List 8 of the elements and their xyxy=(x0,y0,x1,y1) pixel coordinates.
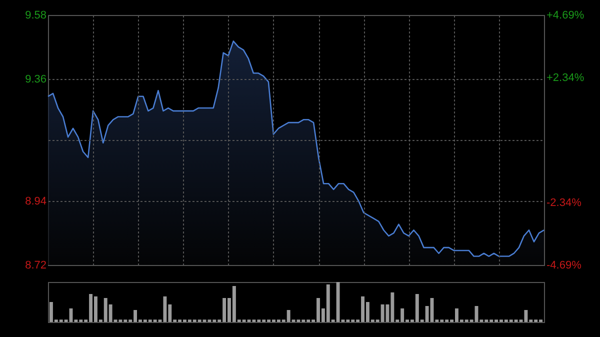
y-tick-label: 9.58 xyxy=(25,10,46,22)
y-tick-label: 9.36 xyxy=(25,73,46,86)
y-tick-label: 8.94 xyxy=(25,196,46,208)
y2-tick-label: +4.69% xyxy=(546,10,584,22)
y-tick-label: 8.72 xyxy=(25,260,46,272)
y2-tick-label: -4.69% xyxy=(546,260,582,272)
y2-tick-label: +2.34% xyxy=(546,72,584,84)
y2-tick-label: -2.34% xyxy=(546,196,582,209)
